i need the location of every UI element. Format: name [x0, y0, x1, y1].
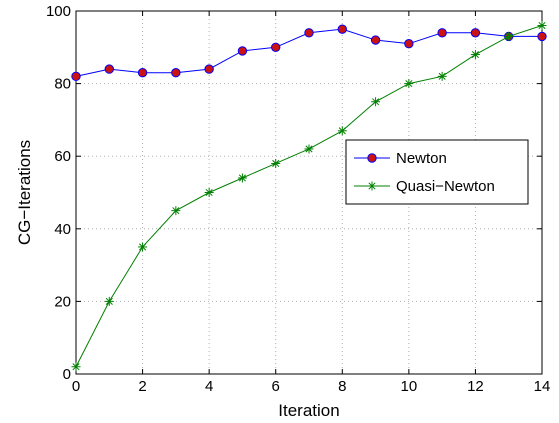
tick-labels: 0 2 4 6 8 10 12 14 0 20 40 60 80 100 [46, 3, 550, 395]
data-point-quasi-newton [204, 188, 214, 197]
data-point-quasi-newton [504, 31, 514, 41]
data-point-newton [237, 46, 248, 56]
data-point-quasi-newton [371, 97, 381, 107]
marker-stroke [105, 297, 113, 305]
data-point-newton [437, 28, 447, 38]
legend-marker [367, 153, 377, 163]
marker-stroke [438, 72, 446, 80]
data-point-quasi-newton [104, 296, 114, 306]
x-tick-label: 12 [467, 378, 484, 395]
data-point-newton [71, 71, 81, 82]
marker-stroke [505, 32, 513, 40]
marker-stroke [72, 363, 80, 371]
marker-stroke [205, 188, 213, 197]
data-point-quasi-newton [470, 50, 480, 60]
y-tick-label: 0 [63, 366, 71, 383]
x-axis-label: Iteration [278, 401, 339, 420]
legend-box [345, 139, 529, 205]
y-tick-label: 60 [54, 148, 71, 165]
marker-stroke [305, 145, 313, 153]
y-tick-label: 80 [54, 76, 71, 93]
legend-item-quasi-newton: Quasi−Newton [354, 178, 495, 195]
data-point-newton [304, 28, 314, 38]
x-tick-label: 6 [272, 378, 280, 395]
data-series [71, 21, 547, 372]
data-point-quasi-newton [337, 126, 347, 136]
x-tick-label: 14 [534, 378, 551, 395]
marker-stroke [405, 80, 413, 88]
marker-stroke [471, 51, 479, 59]
data-point-quasi-newton [304, 144, 314, 154]
axes [75, 10, 543, 375]
x-tick-label: 8 [338, 378, 346, 395]
data-point-newton [404, 38, 414, 49]
marker-stroke [172, 207, 180, 215]
x-tick-label: 10 [401, 378, 418, 395]
x-tick-label: 0 [72, 378, 80, 395]
x-tick-label: 4 [205, 378, 213, 395]
data-point-newton [204, 64, 214, 74]
data-point-quasi-newton [171, 206, 181, 216]
y-tick-label: 100 [46, 3, 71, 20]
data-point-newton [171, 68, 181, 78]
marker-stroke [372, 98, 380, 106]
marker-stroke [272, 159, 280, 168]
legend-label: Newton [396, 150, 447, 167]
series-quasi-newton [71, 21, 547, 372]
legend-label: Quasi−Newton [396, 178, 495, 195]
x-tick-label: 2 [138, 378, 146, 395]
data-point-newton [470, 28, 481, 38]
marker-stroke [368, 182, 376, 190]
data-point-quasi-newton [71, 362, 81, 372]
data-point-quasi-newton [404, 79, 414, 89]
data-point-newton [337, 24, 347, 34]
data-point-quasi-newton [138, 242, 148, 252]
data-point-newton [537, 31, 547, 42]
y-tick-label: 40 [54, 221, 71, 238]
marker-stroke [238, 174, 246, 182]
marker-stroke [139, 243, 147, 251]
data-point-quasi-newton [237, 173, 247, 183]
data-point-newton [104, 64, 114, 74]
data-point-newton [370, 35, 381, 45]
data-point-quasi-newton [537, 21, 547, 31]
data-point-newton [271, 42, 281, 52]
y-axis-label: CG−Iterations [15, 140, 34, 245]
data-point-quasi-newton [271, 158, 281, 168]
legend: Newton Quasi−Newton [345, 139, 529, 205]
marker-stroke [338, 127, 346, 135]
y-tick-label: 20 [54, 293, 71, 310]
data-point-quasi-newton [437, 71, 447, 81]
data-point-newton [137, 68, 148, 78]
legend-marker [367, 181, 377, 191]
legend-item-newton: Newton [354, 150, 447, 167]
marker-stroke [538, 21, 546, 30]
plot-frame [75, 10, 543, 375]
